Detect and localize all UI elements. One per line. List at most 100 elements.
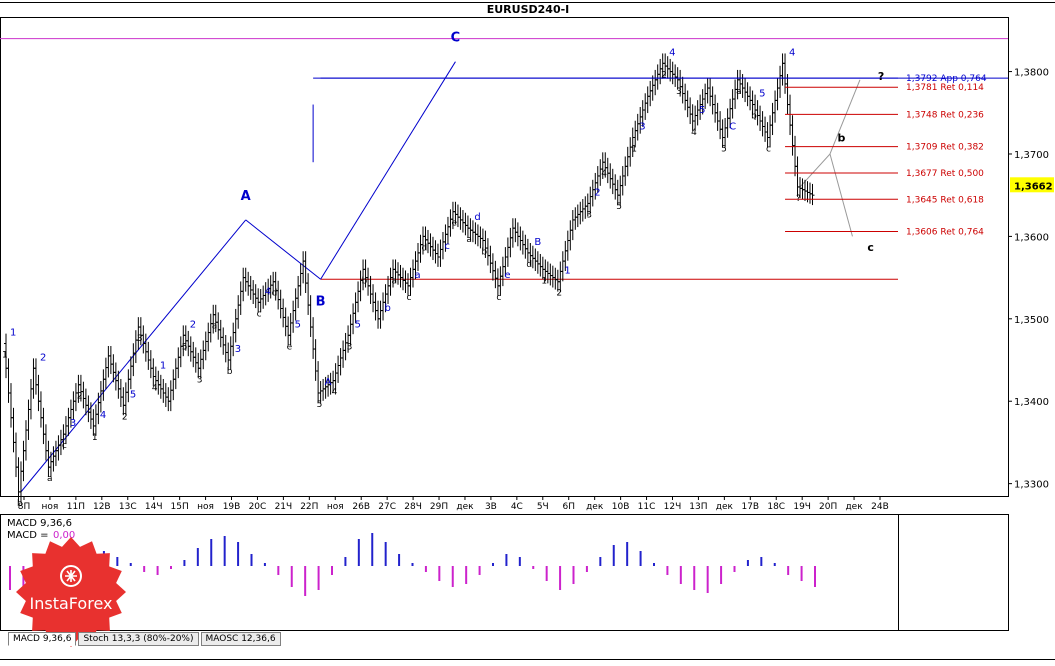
logo-text: InstaForex [30,594,113,613]
wave-label-black: b [362,276,368,286]
indicator-tabs: MACD 9,36,6 Stoch 13,3,3 (80%-20%) MAOSC… [8,632,283,646]
wave-label-black: c [766,145,771,155]
y-tick-label: 1,3400 [1014,397,1049,408]
wave-label-black: 3 [347,342,353,352]
wave-label-black: a [736,87,742,97]
tab-stoch[interactable]: Stoch 13,3,3 (80%-20%) [78,632,199,646]
current-price-label: 1,3662 [1014,181,1053,192]
macd-right-blank [898,515,1008,630]
wave-label-blue: 3 [235,344,241,355]
x-tick-label: 19В [223,502,241,512]
wave-label-black: 2 [661,70,667,80]
wave-line [320,61,456,280]
x-tick-label: 21Ч [275,502,293,512]
wave-label-black: 2 [77,392,83,402]
wave-label-black: 3 [676,87,682,97]
extreme-label: B [316,294,326,309]
x-tick-label: 15П [171,502,189,512]
wave-label-black: b [227,367,233,377]
x-tick-label: дек [456,502,474,512]
wave-label-black: 2 [122,412,128,422]
x-tick-label: 29П [430,502,448,512]
wave-label-black: 5 [721,145,727,155]
wave-label-blue: B [534,237,541,248]
x-tick-label: 26В [352,502,370,512]
wave-label-black: ? [796,194,801,204]
wave-label-black: d [272,289,278,299]
wave-label-blue: 5 [699,105,705,116]
extreme-label: C [451,31,461,46]
wave-label-blue: a [415,270,421,281]
fib-label: 1,3748 Ret 0,236 [906,110,984,120]
wave-label-blue: 1 [160,361,166,372]
wave-label-blue: 1 [10,328,16,339]
x-tick-label: 18С [767,502,785,512]
x-tick-label: ноя [327,502,344,512]
x-tick-label: 10В [612,502,630,512]
wave-label-blue: 4 [100,410,106,421]
x-tick-label: дек [845,502,863,512]
x-tick-label: 11П [67,502,85,512]
macd-label: MACD 9,36,6 [7,518,72,529]
x-tick-label: 17В [741,502,759,512]
wave-label-black: b [17,499,23,509]
wave-label-black: c [496,293,501,303]
wave-label-black: a [212,322,218,332]
wave-label-black: 1 [631,145,637,155]
wave-label-black: 4 [691,128,697,138]
x-tick-label: ноя [197,502,214,512]
wave-label-black: 3 [586,210,592,220]
wave-label-black: 4 [152,384,158,394]
fib-label: 1,3645 Ret 0,618 [906,195,984,205]
macd-value: 0,00 [53,530,75,541]
fib-label: 1,3606 Ret 0,764 [906,227,984,237]
wave-label-black: b [751,112,757,122]
wave-label-black: 4 [601,169,607,179]
tab-maosc[interactable]: MAOSC 12,36,6 [200,632,281,646]
wave-label-black: c [62,441,67,451]
x-tick-label: 13П [689,502,707,512]
wave-label-black: 1 [541,276,547,286]
x-tick-label: 27С [378,502,396,512]
wave-label-black: c [257,309,262,319]
wave-label-blue: 2 [40,352,46,363]
x-tick-label: дек [716,502,734,512]
y-tick-label: 1,3800 [1014,68,1049,79]
wave-label-black: e [287,342,293,352]
x-tick-label: 20П [819,502,837,512]
x-tick-label: 13С [119,502,137,512]
wave-label-black: a [466,235,472,245]
wave-label-blue: 5 [295,319,301,330]
wave-label-black: 5 [317,400,323,410]
wave-label-black: a [392,276,398,286]
wave-label-blue: 2 [594,187,600,198]
wave-label-black: 1 [2,351,8,361]
wave-label-blue: 3 [639,122,645,133]
wave-label-black: c [407,293,412,303]
tab-macd[interactable]: MACD 9,36,6 [8,632,77,646]
fib-label: 1,3792 App 0,764 [906,74,987,84]
macd-value-prefix: MACD = [7,530,49,541]
wave-label-black: e [451,219,457,229]
wave-label-blue: 4 [265,286,271,297]
wave-label-black: 2 [556,289,562,299]
logo-badge [16,537,126,647]
y-tick-label: 1,3500 [1014,315,1049,326]
x-tick-label: ноя [42,502,59,512]
wave-label-black: 4 [332,388,338,398]
x-tick-label: 12В [93,502,111,512]
x-tick-label: 4С [511,502,523,512]
wave-label-black: a [47,474,53,484]
x-tick-label: 20С [249,502,267,512]
wave-label-blue: 5 [130,389,136,400]
projection-label: b [837,132,845,145]
wave-label-black: 3 [137,334,143,344]
x-tick-label: 14Ч [145,502,163,512]
wave-label-blue: A [325,377,332,388]
x-tick-label: 12Ч [664,502,682,512]
wave-label-black: 5 [616,202,622,212]
wave-label-black: b [481,248,487,258]
wave-label-blue: 5 [759,89,765,100]
x-tick-label: 28Ч [404,502,422,512]
